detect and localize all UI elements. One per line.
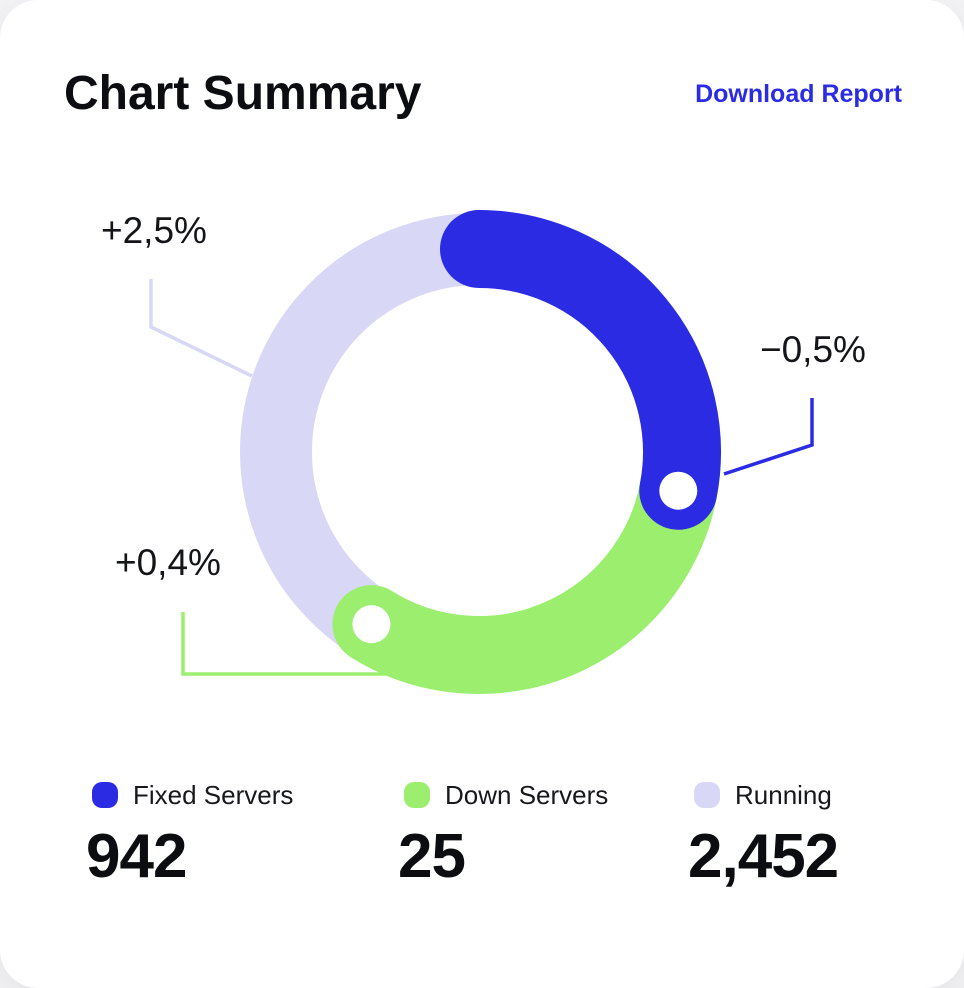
callout-line-fixed-servers xyxy=(723,398,814,476)
legend-swatch-down-servers-icon xyxy=(404,782,430,808)
stat-column-down-servers: Down Servers 25 xyxy=(398,780,678,888)
callout-line-down-servers xyxy=(181,612,388,676)
page-title: Chart Summary xyxy=(64,67,422,120)
legend-swatch-running-icon xyxy=(694,782,720,808)
arc-endpoint-dot xyxy=(352,605,391,644)
delta-label-fixed-servers: −0,5% xyxy=(760,329,866,370)
arc-endpoint-dot xyxy=(659,471,698,510)
legend-label: Down Servers xyxy=(445,779,609,810)
legend-swatch-fixed-servers-icon xyxy=(92,782,118,808)
stat-column-running: Running 2,452 xyxy=(688,780,964,888)
legend-item-fixed-servers: Fixed Servers xyxy=(86,780,366,810)
callout-line-running xyxy=(149,279,253,378)
legend-item-down-servers: Down Servers xyxy=(398,780,678,810)
delta-label-down-servers: +0,4% xyxy=(115,542,221,583)
stat-value-down-servers: 25 xyxy=(398,822,466,891)
delta-label-running: +2,5% xyxy=(101,210,207,251)
stat-column-fixed-servers: Fixed Servers 942 xyxy=(86,780,366,888)
stat-value-running: 2,452 xyxy=(688,822,839,891)
legend-label: Running xyxy=(735,779,832,810)
donut-segment-fixed-servers xyxy=(440,210,721,530)
stat-value-fixed-servers: 942 xyxy=(86,822,187,891)
card-header: Chart Summary Download Report xyxy=(64,67,902,121)
donut-segment-down-servers xyxy=(332,430,721,694)
legend-item-running: Running xyxy=(688,780,964,810)
legend-label: Fixed Servers xyxy=(133,779,294,810)
download-report-link[interactable]: Download Report xyxy=(695,80,902,108)
